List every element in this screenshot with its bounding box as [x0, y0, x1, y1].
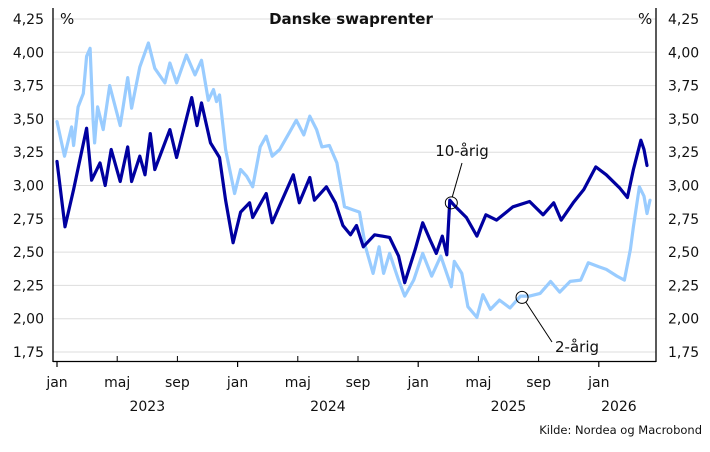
x-tick-label: jan	[587, 375, 609, 391]
right-unit-label: %	[638, 10, 652, 28]
y-tick-label-left: 3,25	[13, 145, 44, 161]
x-tick-label: maj	[465, 375, 491, 391]
source-note: Kilde: Nordea og Macrobond	[539, 423, 702, 437]
gridlines	[53, 18, 656, 353]
y-tick-label-right: 4,00	[668, 45, 699, 61]
y-tick-label-right: 3,00	[668, 179, 699, 195]
x-tick-label: sep	[165, 375, 190, 391]
x-year-label: 2023	[129, 399, 165, 415]
x-tick-label: sep	[346, 375, 371, 391]
annotation-marker-10-aarig	[444, 196, 458, 210]
x-tick-label: maj	[285, 375, 311, 391]
y-tick-label-right: 2,50	[668, 245, 699, 261]
y-tick-label-left: 2,75	[13, 212, 44, 228]
y-tick-label-left: 2,00	[13, 312, 44, 328]
annotation-leader-2-aarig	[525, 302, 553, 343]
y-tick-label-right: 3,75	[668, 79, 699, 95]
x-year-label: 2025	[491, 399, 527, 415]
left-unit-label: %	[60, 10, 74, 28]
series-line-2-aarig	[55, 41, 652, 319]
annotation-label-2-aarig: 2-årig	[555, 338, 599, 356]
y-tick-label-right: 1,75	[668, 345, 699, 361]
chart-title: Danske swaprenter	[269, 10, 433, 28]
y-tick-label-left: 3,75	[13, 79, 44, 95]
x-year-label: 2026	[601, 399, 637, 415]
x-year-label: 2024	[310, 399, 346, 415]
annotation-leader-10-aarig	[451, 162, 463, 197]
series-line-10-aarig	[55, 95, 649, 285]
right-y-axis-labels: 4,25 4,00 3,75 3,50 3,25 3,00 2,75 2,50 2,25 2,00…	[668, 12, 699, 361]
annotation-marker-2-aarig	[515, 290, 529, 304]
left-y-axis-labels: 4,25 4,00 3,75 3,50 3,25 3,00 2,75 2,50 2,25 2,00…	[13, 12, 44, 361]
y-tick-label-left: 2,50	[13, 245, 44, 261]
x-tick-label: jan	[407, 375, 429, 391]
x-tick-label: maj	[104, 375, 130, 391]
y-tick-label-left: 3,00	[13, 179, 44, 195]
annotation-label-10-aarig: 10-årig	[435, 142, 489, 160]
x-tick-label: jan	[226, 375, 248, 391]
y-tick-label-left: 4,00	[13, 45, 44, 61]
x-tick-label: sep	[526, 375, 551, 391]
series-lines	[55, 41, 652, 319]
y-tick-label-left: 2,25	[13, 278, 44, 294]
y-tick-label-left: 4,25	[13, 12, 44, 28]
y-tick-label-left: 3,50	[13, 112, 44, 128]
y-tick-label-right: 4,25	[668, 12, 699, 28]
y-tick-label-right: 3,25	[668, 145, 699, 161]
y-tick-label-right: 3,50	[668, 112, 699, 128]
y-tick-label-right: 2,25	[668, 278, 699, 294]
x-tick-label: jan	[45, 375, 67, 391]
y-tick-label-right: 2,00	[668, 312, 699, 328]
x-axis: jan maj sep jan maj sep jan maj sep jan 2023 2024 20…	[45, 356, 637, 415]
annotations: 10-årig 2-årig	[435, 142, 599, 356]
y-tick-label-right: 2,75	[668, 212, 699, 228]
y-tick-label-left: 1,75	[13, 345, 44, 361]
